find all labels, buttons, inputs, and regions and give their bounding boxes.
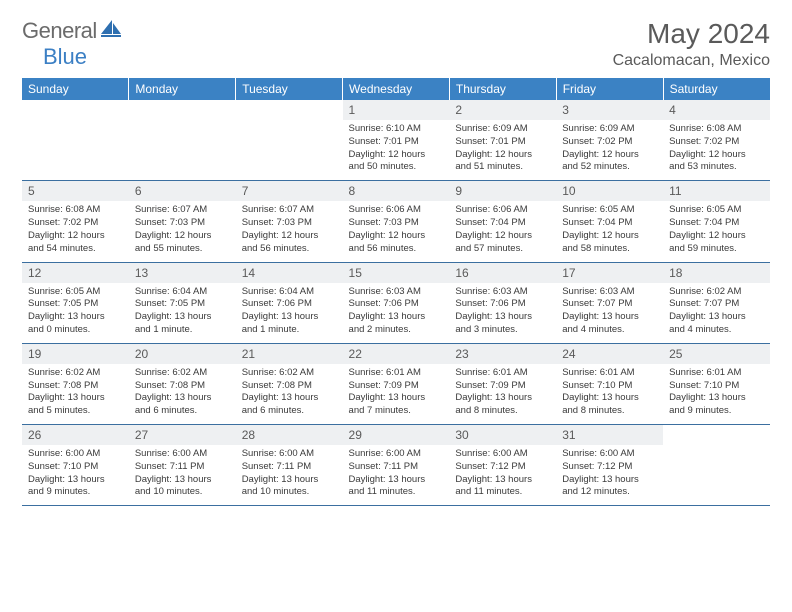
day-number: 23 (449, 343, 556, 364)
day-number: 19 (22, 343, 129, 364)
day-number: 27 (129, 425, 236, 446)
day-detail: Sunrise: 6:00 AMSunset: 7:10 PMDaylight:… (22, 445, 129, 506)
day-number-row: 19202122232425 (22, 343, 770, 364)
day-detail: Sunrise: 6:05 AMSunset: 7:04 PMDaylight:… (556, 201, 663, 262)
day-number: 5 (22, 181, 129, 202)
day-detail-row: Sunrise: 6:10 AMSunset: 7:01 PMDaylight:… (22, 120, 770, 181)
day-detail: Sunrise: 6:05 AMSunset: 7:04 PMDaylight:… (663, 201, 770, 262)
day-detail: Sunrise: 6:10 AMSunset: 7:01 PMDaylight:… (343, 120, 450, 181)
day-detail-row: Sunrise: 6:00 AMSunset: 7:10 PMDaylight:… (22, 445, 770, 506)
weekday-header: Monday (129, 78, 236, 100)
day-number: 20 (129, 343, 236, 364)
day-number: 3 (556, 100, 663, 120)
day-detail: Sunrise: 6:06 AMSunset: 7:04 PMDaylight:… (449, 201, 556, 262)
day-number-row: 12131415161718 (22, 262, 770, 283)
day-number: 7 (236, 181, 343, 202)
day-number: 17 (556, 262, 663, 283)
location-label: Cacalomacan, Mexico (613, 52, 770, 70)
day-detail: Sunrise: 6:02 AMSunset: 7:08 PMDaylight:… (129, 364, 236, 425)
day-detail: Sunrise: 6:02 AMSunset: 7:08 PMDaylight:… (236, 364, 343, 425)
day-detail: Sunrise: 6:00 AMSunset: 7:12 PMDaylight:… (556, 445, 663, 506)
day-number: 15 (343, 262, 450, 283)
day-number (129, 100, 236, 120)
day-number: 22 (343, 343, 450, 364)
month-title: May 2024 (613, 18, 770, 50)
day-detail: Sunrise: 6:02 AMSunset: 7:08 PMDaylight:… (22, 364, 129, 425)
day-number: 28 (236, 425, 343, 446)
header: General May 2024 Cacalomacan, Mexico (22, 18, 770, 70)
day-number: 31 (556, 425, 663, 446)
day-number: 24 (556, 343, 663, 364)
day-number: 2 (449, 100, 556, 120)
day-detail: Sunrise: 6:03 AMSunset: 7:07 PMDaylight:… (556, 283, 663, 344)
day-detail: Sunrise: 6:01 AMSunset: 7:09 PMDaylight:… (343, 364, 450, 425)
day-detail-row: Sunrise: 6:08 AMSunset: 7:02 PMDaylight:… (22, 201, 770, 262)
day-number: 6 (129, 181, 236, 202)
day-detail: Sunrise: 6:09 AMSunset: 7:01 PMDaylight:… (449, 120, 556, 181)
day-number: 21 (236, 343, 343, 364)
day-number: 11 (663, 181, 770, 202)
weekday-header: Sunday (22, 78, 129, 100)
day-detail: Sunrise: 6:01 AMSunset: 7:09 PMDaylight:… (449, 364, 556, 425)
day-detail: Sunrise: 6:03 AMSunset: 7:06 PMDaylight:… (449, 283, 556, 344)
day-number (236, 100, 343, 120)
day-number: 26 (22, 425, 129, 446)
day-detail: Sunrise: 6:01 AMSunset: 7:10 PMDaylight:… (663, 364, 770, 425)
day-detail: Sunrise: 6:08 AMSunset: 7:02 PMDaylight:… (663, 120, 770, 181)
day-detail: Sunrise: 6:03 AMSunset: 7:06 PMDaylight:… (343, 283, 450, 344)
weekday-header: Tuesday (236, 78, 343, 100)
day-detail: Sunrise: 6:05 AMSunset: 7:05 PMDaylight:… (22, 283, 129, 344)
logo-text-gray: General (22, 18, 97, 44)
weekday-header-row: Sunday Monday Tuesday Wednesday Thursday… (22, 78, 770, 100)
day-detail: Sunrise: 6:00 AMSunset: 7:11 PMDaylight:… (343, 445, 450, 506)
weekday-header: Saturday (663, 78, 770, 100)
day-detail: Sunrise: 6:06 AMSunset: 7:03 PMDaylight:… (343, 201, 450, 262)
day-number: 8 (343, 181, 450, 202)
day-number: 30 (449, 425, 556, 446)
day-detail: Sunrise: 6:00 AMSunset: 7:12 PMDaylight:… (449, 445, 556, 506)
day-number: 14 (236, 262, 343, 283)
weekday-header: Thursday (449, 78, 556, 100)
day-detail: Sunrise: 6:07 AMSunset: 7:03 PMDaylight:… (236, 201, 343, 262)
day-detail (22, 120, 129, 181)
day-number: 16 (449, 262, 556, 283)
weekday-header: Wednesday (343, 78, 450, 100)
day-detail: Sunrise: 6:04 AMSunset: 7:05 PMDaylight:… (129, 283, 236, 344)
day-number (22, 100, 129, 120)
day-detail (236, 120, 343, 181)
day-detail: Sunrise: 6:09 AMSunset: 7:02 PMDaylight:… (556, 120, 663, 181)
day-number: 1 (343, 100, 450, 120)
day-detail: Sunrise: 6:01 AMSunset: 7:10 PMDaylight:… (556, 364, 663, 425)
day-number: 25 (663, 343, 770, 364)
day-number: 18 (663, 262, 770, 283)
day-detail-row: Sunrise: 6:05 AMSunset: 7:05 PMDaylight:… (22, 283, 770, 344)
day-number-row: 567891011 (22, 181, 770, 202)
day-detail: Sunrise: 6:02 AMSunset: 7:07 PMDaylight:… (663, 283, 770, 344)
day-number: 29 (343, 425, 450, 446)
day-number-row: 262728293031 (22, 425, 770, 446)
day-number: 12 (22, 262, 129, 283)
day-detail: Sunrise: 6:04 AMSunset: 7:06 PMDaylight:… (236, 283, 343, 344)
day-detail: Sunrise: 6:00 AMSunset: 7:11 PMDaylight:… (236, 445, 343, 506)
weekday-header: Friday (556, 78, 663, 100)
day-number (663, 425, 770, 446)
day-detail-row: Sunrise: 6:02 AMSunset: 7:08 PMDaylight:… (22, 364, 770, 425)
day-number: 13 (129, 262, 236, 283)
logo-sail-icon (101, 20, 123, 43)
day-number: 10 (556, 181, 663, 202)
logo-text-blue: Blue (43, 44, 87, 70)
day-detail: Sunrise: 6:08 AMSunset: 7:02 PMDaylight:… (22, 201, 129, 262)
day-number: 4 (663, 100, 770, 120)
calendar-table: Sunday Monday Tuesday Wednesday Thursday… (22, 78, 770, 506)
day-number: 9 (449, 181, 556, 202)
day-number-row: 1234 (22, 100, 770, 120)
day-detail: Sunrise: 6:07 AMSunset: 7:03 PMDaylight:… (129, 201, 236, 262)
day-detail (663, 445, 770, 506)
day-detail (129, 120, 236, 181)
logo: General (22, 18, 125, 44)
day-detail: Sunrise: 6:00 AMSunset: 7:11 PMDaylight:… (129, 445, 236, 506)
